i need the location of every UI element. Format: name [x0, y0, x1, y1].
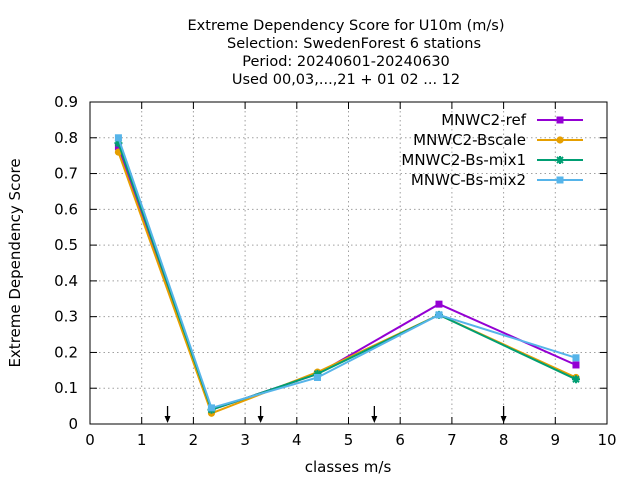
legend-label: MNWC2-ref	[441, 111, 526, 129]
marker-stroke	[572, 375, 580, 383]
legend-item: MNWC-Bs-mix2	[411, 171, 583, 189]
marker-stroke	[556, 156, 564, 164]
x-tick-label: 5	[344, 431, 354, 449]
data-point	[571, 375, 580, 384]
y-tick-label: 0.6	[54, 200, 78, 218]
legend-item: MNWC2-Bscale	[413, 131, 583, 149]
data-point	[556, 176, 564, 184]
title-line-3: Period: 20240601-20240630	[242, 54, 450, 70]
arrow-head	[371, 416, 378, 423]
down-arrow-icon	[164, 406, 171, 423]
legend-item: MNWC2-Bs-mix1	[401, 151, 583, 169]
arrow-head	[257, 416, 264, 423]
x-axis-title: classes m/s	[305, 458, 392, 476]
data-point	[572, 361, 580, 369]
data-point	[572, 354, 580, 362]
series-line	[117, 151, 577, 415]
title-line-2: Selection: SwedenForest 6 stations	[227, 36, 481, 52]
axis-ticks: 0 0.1 0.2 0.3 0.4 0.5 0.6 0.7 0.8 0.9 0 1 2 3 4 5 6 7 8 9 10	[54, 93, 616, 449]
down-arrow-icon	[500, 406, 507, 423]
y-tick-label: 0.9	[54, 93, 78, 111]
data-point	[556, 136, 564, 144]
data-point	[435, 300, 443, 308]
series-mnwc-bs-mix2	[114, 134, 580, 412]
legend-item: MNWC2-ref	[441, 111, 583, 129]
y-tick-label: 0	[68, 415, 78, 433]
y-tick-label: 0.7	[54, 165, 78, 183]
x-tick-label: 9	[551, 431, 561, 449]
y-tick-label: 0.8	[54, 129, 78, 147]
series-group	[114, 134, 580, 417]
data-point	[207, 404, 215, 412]
data-point	[114, 134, 122, 142]
down-arrow-icon	[371, 406, 378, 423]
arrow-head	[164, 416, 171, 423]
legend-label: MNWC2-Bs-mix1	[401, 151, 526, 169]
legend-label: MNWC-Bs-mix2	[411, 171, 526, 189]
x-tick-label: 1	[137, 431, 147, 449]
x-tick-label: 6	[395, 431, 405, 449]
x-tick-label: 8	[499, 431, 509, 449]
x-tick-label: 3	[240, 431, 250, 449]
y-tick-label: 0.5	[54, 236, 78, 254]
x-tick-label: 4	[292, 431, 302, 449]
arrow-head	[500, 416, 507, 423]
x-tick-label: 10	[597, 431, 616, 449]
title-line-4: Used 00,03,...,21 + 01 02 ... 12	[232, 72, 460, 88]
data-point	[435, 311, 443, 319]
y-axis-title: Extreme Dependency Score	[6, 158, 24, 367]
x-tick-label: 7	[447, 431, 457, 449]
data-point	[313, 373, 321, 381]
y-tick-label: 0.2	[54, 343, 78, 361]
title-line-1: Extreme Dependency Score for U10m (m/s)	[188, 18, 505, 34]
data-point	[556, 156, 564, 164]
down-arrow-icon	[257, 406, 264, 423]
legend-label: MNWC2-Bscale	[413, 131, 526, 149]
grid	[90, 102, 607, 424]
x-tick-label: 0	[85, 431, 95, 449]
data-point	[556, 116, 564, 124]
y-tick-label: 0.3	[54, 308, 78, 326]
y-tick-label: 0.1	[54, 379, 78, 397]
chart-title: Extreme Dependency Score for U10m (m/s) …	[188, 18, 505, 88]
plot-frame	[89, 101, 608, 425]
y-tick-label: 0.4	[54, 272, 78, 290]
x-tick-label: 2	[189, 431, 199, 449]
class-boundary-arrows	[164, 406, 507, 423]
legend: MNWC2-ref MNWC2-Bscale MNWC2-Bs-mix1 MNWC-B…	[401, 111, 583, 189]
